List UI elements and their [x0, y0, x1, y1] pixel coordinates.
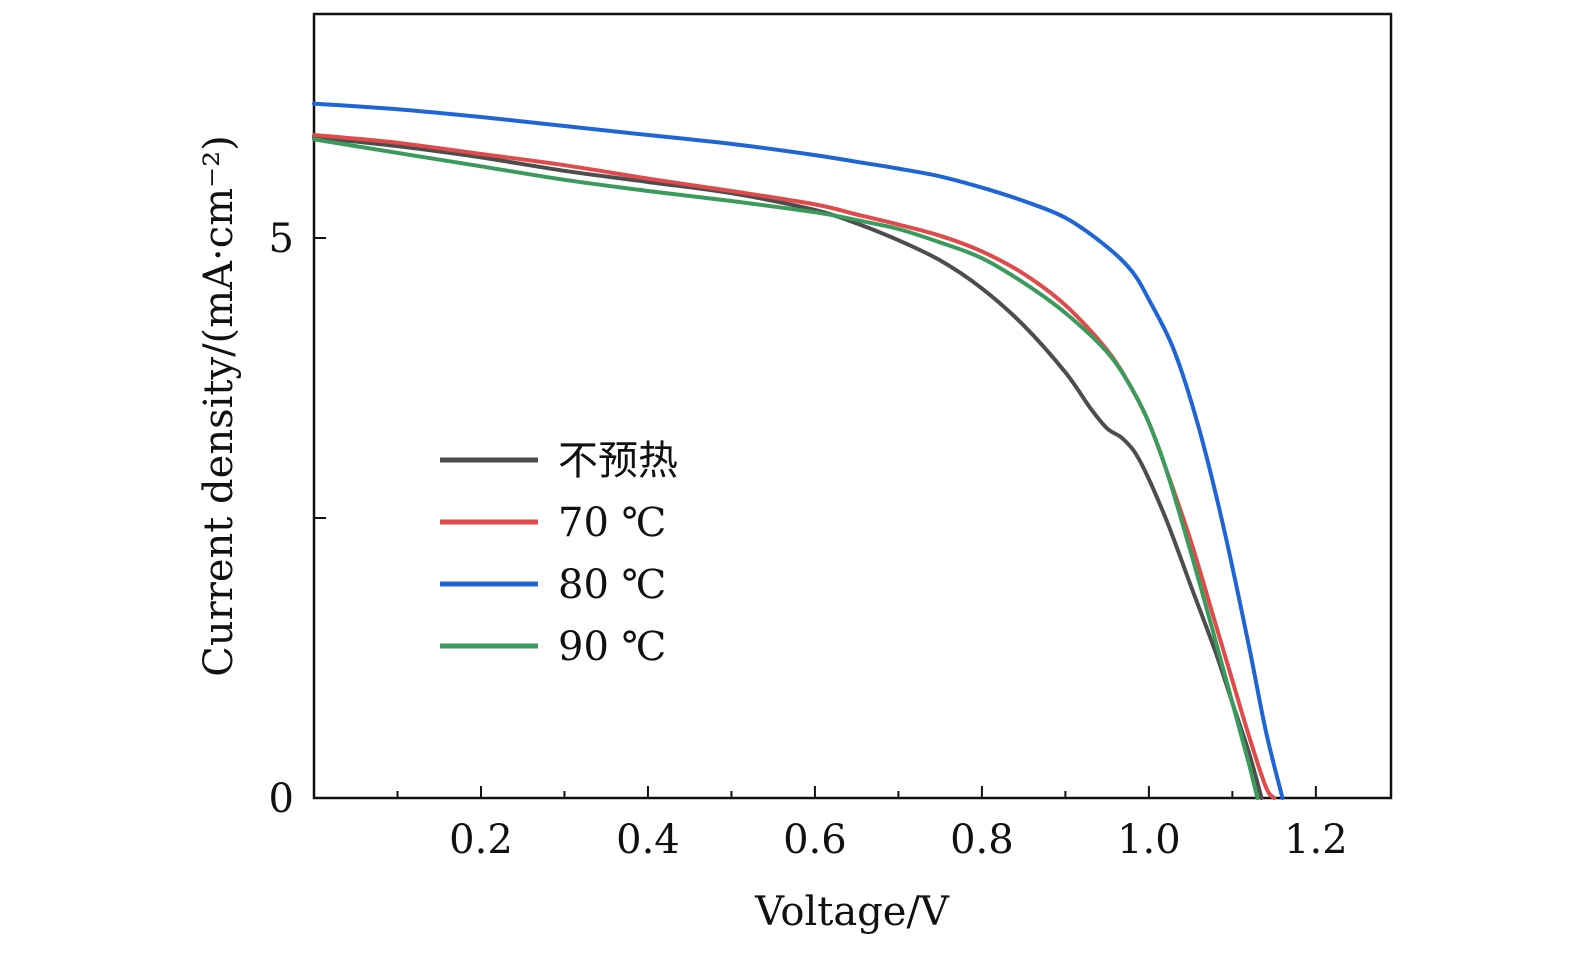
- x-tick-label: 0.2: [449, 817, 513, 863]
- y-tick-label: 0: [269, 776, 294, 822]
- x-axis-title: Voltage/V: [754, 889, 950, 935]
- x-tick-label: 0.8: [950, 817, 1014, 863]
- legend-label-0: 不预热: [558, 438, 678, 484]
- y-tick-label: 5: [269, 216, 294, 262]
- x-tick-label: 1.0: [1117, 817, 1181, 863]
- y-axis-title: Current density/(mA·cm⁻²): [196, 135, 242, 677]
- x-tick-label: 0.6: [783, 817, 847, 863]
- legend-label-3: 90 ℃: [558, 624, 666, 670]
- series-line-0: [312, 135, 1264, 800]
- series-layer: [312, 101, 1285, 800]
- series-line-3: [312, 137, 1260, 800]
- series-line-2: [312, 101, 1285, 800]
- legend: 不预热 70 ℃ 80 ℃ 90 ℃: [440, 438, 678, 670]
- legend-label-1: 70 ℃: [558, 500, 666, 546]
- y-axis: 05: [269, 216, 326, 822]
- plot-frame: [312, 12, 1393, 800]
- series-line-1: [312, 133, 1277, 800]
- legend-label-2: 80 ℃: [558, 562, 666, 608]
- x-tick-label: 1.2: [1284, 817, 1348, 863]
- x-axis: 0.2 0.4 0.6 0.8 1.0 1.2: [396, 786, 1348, 863]
- x-tick-label: 0.4: [616, 817, 680, 863]
